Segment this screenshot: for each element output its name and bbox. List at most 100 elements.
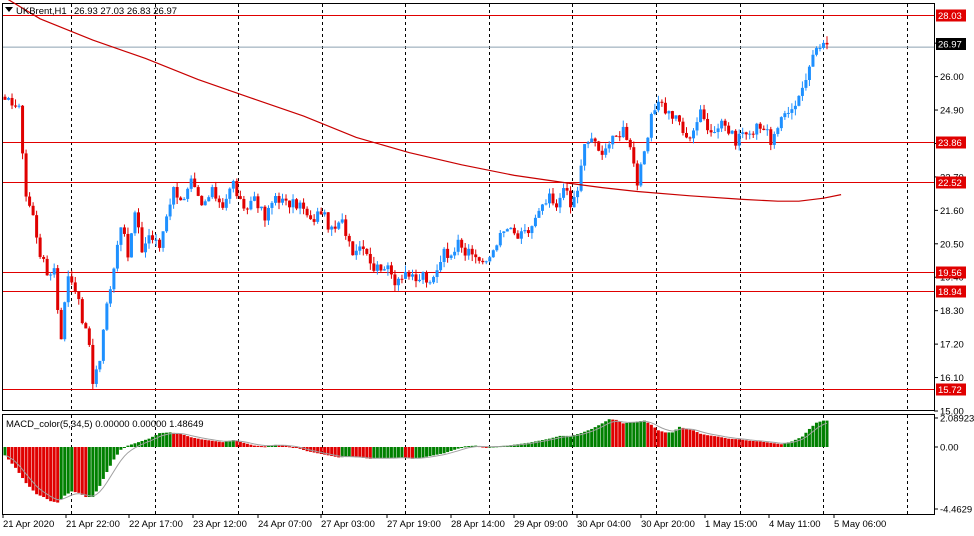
level-price-tag — [936, 285, 966, 298]
candle-body — [498, 232, 502, 246]
candle-body — [203, 201, 207, 206]
macd-bar — [316, 447, 320, 454]
macd-panel-frame — [2, 414, 935, 515]
candle-body — [502, 231, 506, 233]
candle-body — [621, 126, 625, 138]
candle-body — [579, 165, 583, 191]
price-tick-label: 26.00 — [940, 72, 964, 83]
candle-body — [692, 130, 696, 139]
candle-body — [179, 197, 183, 201]
candle-body — [136, 212, 140, 228]
macd-axis: 2.08923 0.00 -4.4629 — [934, 413, 974, 516]
macd-bar — [593, 427, 597, 447]
candle-body — [460, 239, 464, 248]
macd-bar — [319, 447, 323, 454]
macd-bar — [653, 427, 657, 447]
macd-bar — [446, 447, 450, 453]
macd-bar — [98, 447, 102, 486]
candle-body — [776, 128, 780, 134]
macd-bar — [540, 440, 544, 447]
candle-body — [639, 164, 643, 186]
macd-bar — [804, 432, 808, 447]
macd-bar — [344, 447, 348, 457]
macd-bar — [814, 422, 818, 447]
candle-body — [112, 268, 116, 290]
macd-bar — [769, 442, 773, 447]
macd-bar — [249, 444, 253, 447]
macd-bar — [600, 423, 604, 447]
moving-average-line — [7, 0, 842, 202]
macd-bar — [579, 433, 583, 447]
candle-body — [674, 115, 678, 119]
candle-body — [744, 132, 748, 135]
candle-body — [407, 271, 411, 277]
macd-bar — [407, 447, 411, 459]
candle-body — [31, 205, 35, 216]
candlestick-series — [3, 36, 829, 390]
candle-body — [720, 120, 724, 129]
candle-body — [326, 212, 330, 230]
candle-body — [221, 202, 225, 208]
candle-body — [38, 237, 42, 257]
candle-body — [646, 137, 650, 152]
candle-body — [649, 113, 653, 138]
level-price-label: 18.94 — [938, 287, 962, 298]
macd-bar — [660, 431, 664, 447]
candle-body — [663, 102, 667, 114]
macd-bar — [49, 447, 53, 502]
candle-body — [263, 206, 267, 221]
candle-body — [249, 200, 253, 210]
macd-bar — [3, 447, 7, 456]
macd-bar — [558, 435, 562, 447]
candle-body — [583, 144, 587, 166]
macd-bar — [614, 419, 618, 447]
candle-body — [119, 227, 123, 245]
macd-bar — [24, 447, 28, 484]
macd-bar — [56, 447, 60, 503]
macd-bar — [607, 419, 611, 447]
candle-body — [379, 264, 383, 271]
macd-bar — [361, 447, 365, 458]
current-price-value: 26.97 — [938, 40, 962, 51]
macd-bar — [604, 421, 608, 447]
candle-body — [302, 202, 306, 209]
macd-bar — [193, 437, 197, 447]
candle-body — [52, 268, 56, 275]
macd-bar — [410, 447, 414, 459]
macd-signal-line — [4, 420, 828, 501]
candle-body — [769, 129, 773, 145]
candle-body — [84, 323, 88, 329]
macd-bar — [530, 442, 534, 447]
candle-body — [94, 369, 98, 384]
candle-body — [509, 227, 513, 230]
candle-body — [105, 303, 109, 330]
candle-body — [245, 208, 249, 210]
candle-body — [273, 196, 277, 203]
macd-bar — [161, 432, 165, 447]
macd-bar — [136, 442, 140, 447]
macd-bar — [340, 447, 344, 458]
macd-bar — [572, 434, 576, 447]
macd-bar — [488, 446, 492, 448]
level-price-label: 28.03 — [938, 11, 962, 22]
macd-bar — [35, 447, 39, 495]
candle-body — [165, 216, 169, 232]
macd-bar — [793, 439, 797, 447]
macd-bar — [646, 422, 650, 447]
symbol-dropdown-icon[interactable] — [5, 7, 13, 12]
candle-body — [779, 117, 783, 129]
macd-bar — [776, 443, 780, 447]
candle-body — [516, 233, 520, 239]
candle-body — [551, 193, 555, 204]
candle-body — [607, 144, 611, 149]
macd-bar — [105, 447, 109, 473]
macd-bar — [755, 441, 759, 447]
macd-bar — [386, 447, 390, 459]
candle-body — [207, 197, 211, 202]
candle-body — [365, 248, 369, 254]
macd-bar — [800, 436, 804, 447]
candle-body — [45, 258, 49, 276]
macd-bar — [365, 447, 369, 459]
candle-body — [73, 282, 77, 292]
current-price-tag — [936, 38, 966, 50]
